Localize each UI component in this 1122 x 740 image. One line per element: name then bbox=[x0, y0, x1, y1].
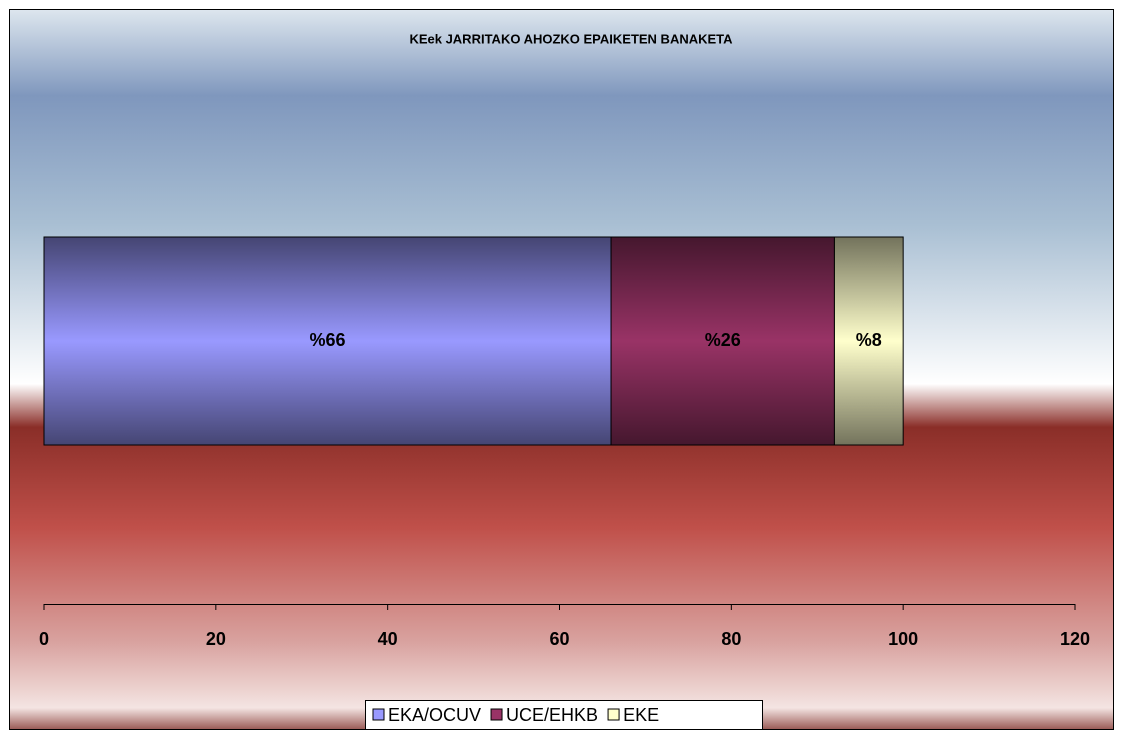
x-tick-label: 40 bbox=[378, 629, 398, 649]
bar-shade bbox=[43, 236, 612, 446]
legend-label: UCE/EHKB bbox=[506, 705, 598, 725]
data-label: %66 bbox=[310, 330, 346, 350]
bar-shade bbox=[833, 236, 904, 446]
x-tick-label: 120 bbox=[1060, 629, 1090, 649]
chart-title: KEek JARRITAKO AHOZKO EPAIKETEN BANAKETA bbox=[409, 31, 733, 46]
bar-shade bbox=[610, 236, 835, 446]
legend-swatch bbox=[490, 708, 503, 721]
data-label: %8 bbox=[856, 330, 882, 350]
x-tick-label: 60 bbox=[549, 629, 569, 649]
legend-label: EKA/OCUV bbox=[388, 705, 481, 725]
legend-swatch bbox=[372, 708, 385, 721]
legend-swatch bbox=[607, 708, 620, 721]
x-tick-label: 100 bbox=[888, 629, 918, 649]
x-tick-label: 0 bbox=[39, 629, 49, 649]
x-tick-label: 20 bbox=[206, 629, 226, 649]
legend-box bbox=[365, 700, 763, 730]
data-label: %26 bbox=[705, 330, 741, 350]
x-tick-label: 80 bbox=[721, 629, 741, 649]
legend-label: EKE bbox=[623, 705, 659, 725]
